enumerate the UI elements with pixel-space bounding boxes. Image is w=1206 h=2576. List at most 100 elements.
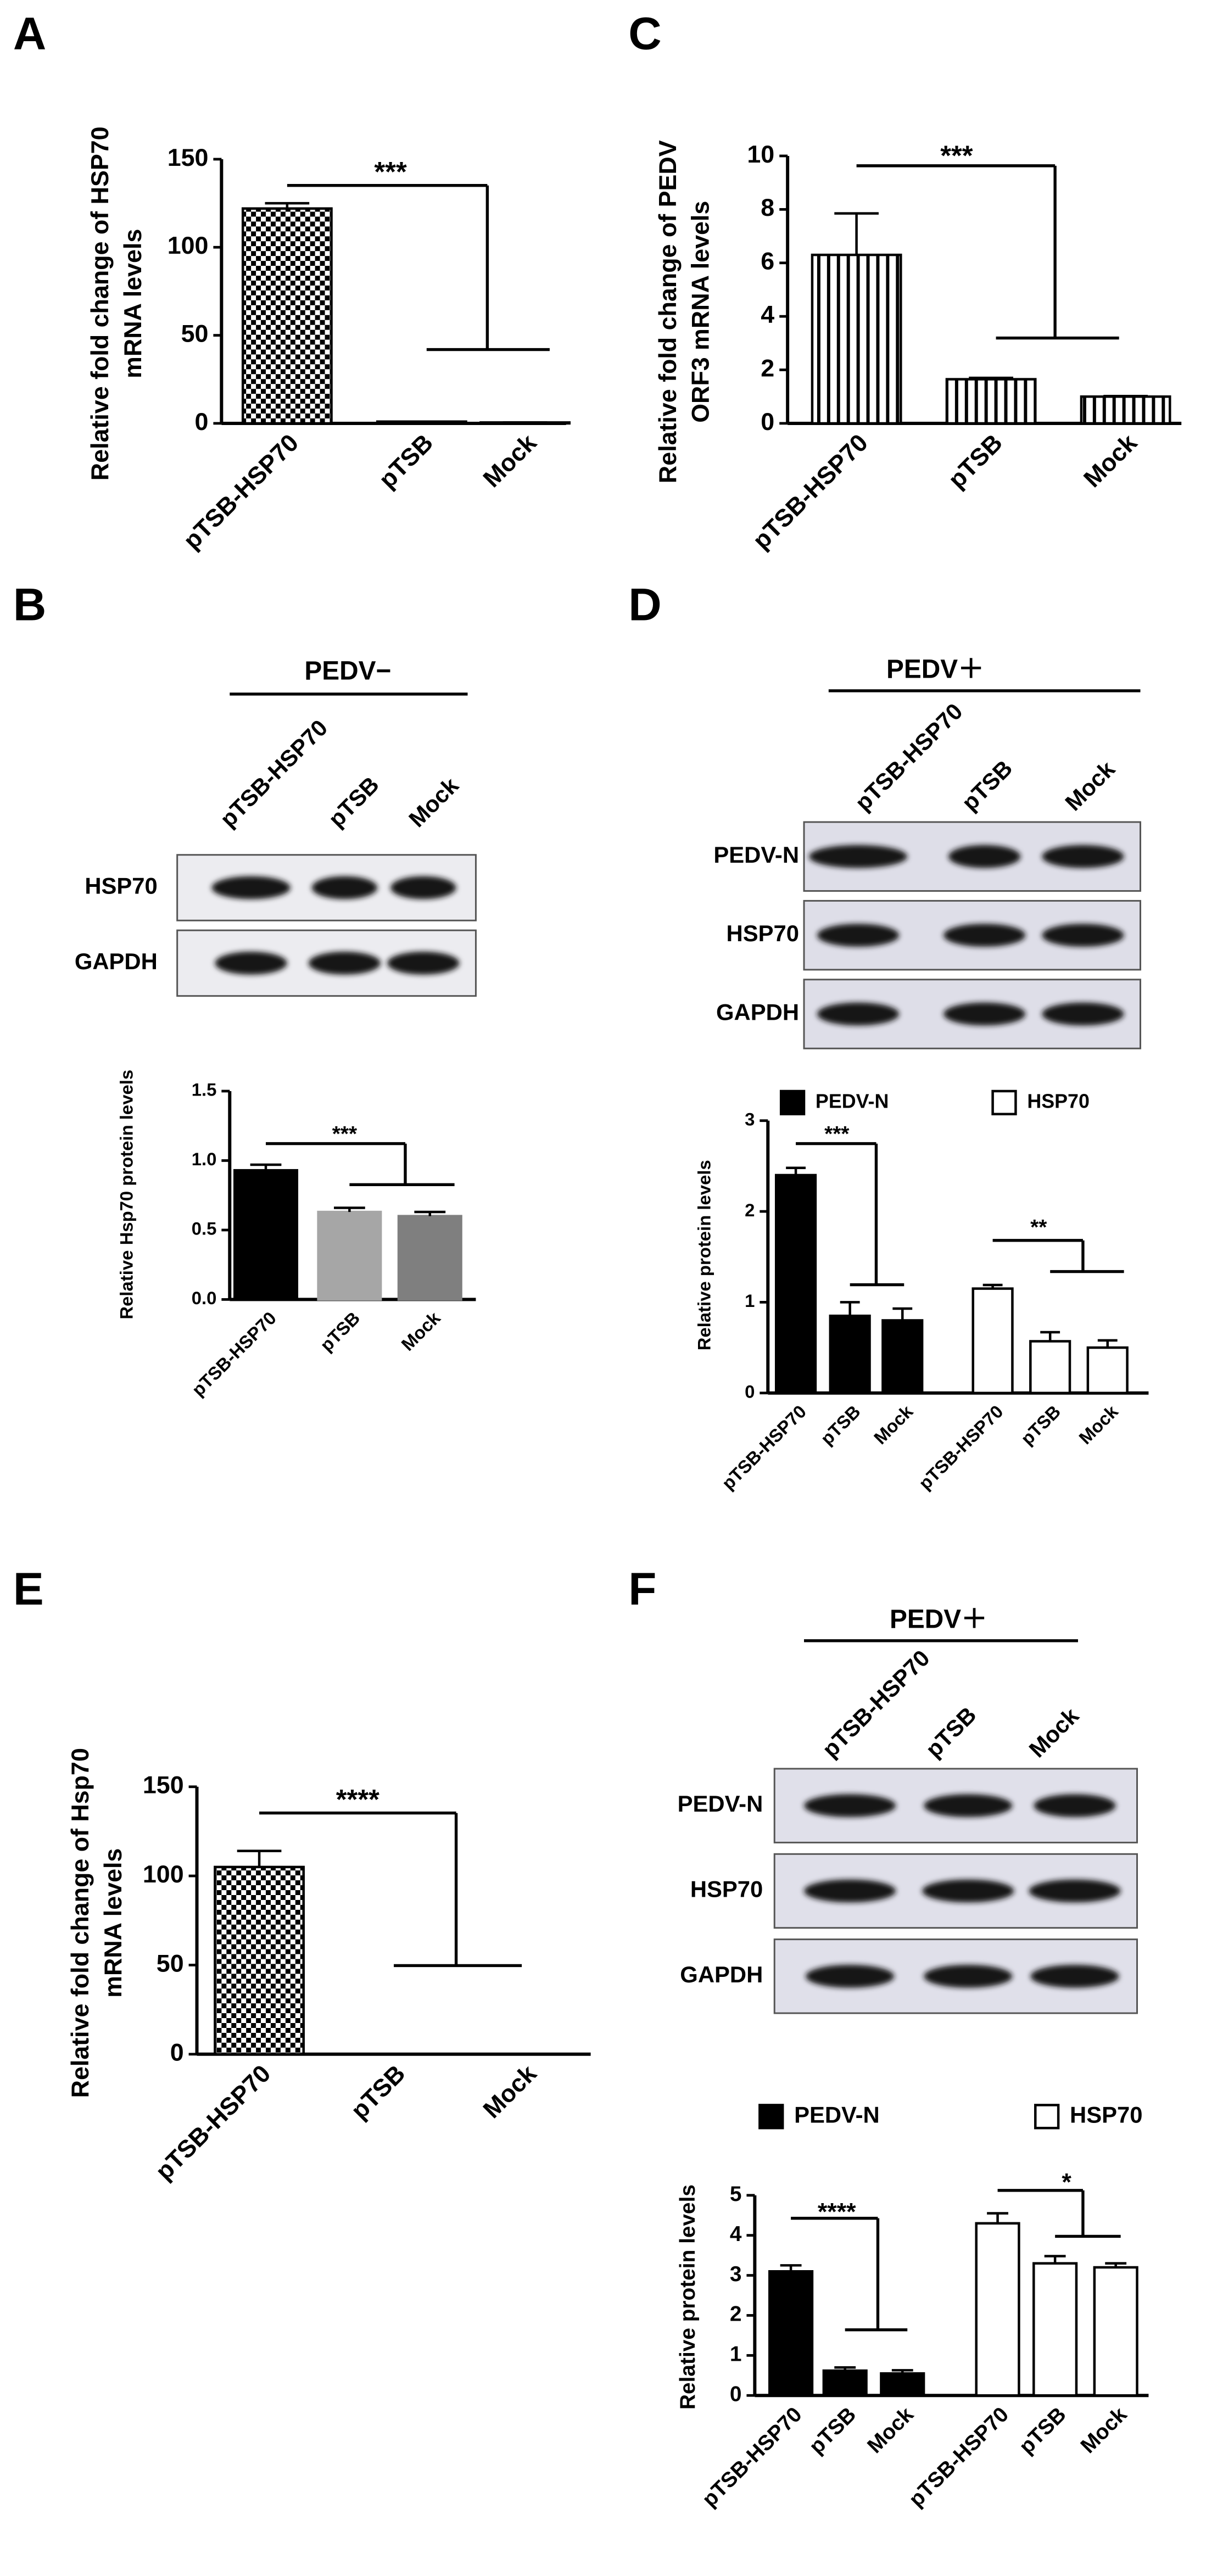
x-tick-label: pTSB-HSP70	[747, 429, 873, 555]
x-tick-label: pTSB-HSP70	[188, 1307, 280, 1400]
bar	[241, 207, 333, 425]
y-tick-label: 100	[143, 1860, 184, 1888]
y-tick-label: 8	[761, 194, 774, 221]
x-tick-label: pTSB-HSP70	[150, 2060, 276, 2186]
y-tick-label: 3	[745, 1109, 755, 1129]
significance: *	[1062, 2169, 1071, 2196]
blot-band	[804, 1794, 896, 1818]
error-bar	[982, 1283, 1003, 1289]
x-tick-label: pTSB	[373, 429, 438, 494]
error-bar	[840, 1301, 860, 1316]
x-tick-label: Mock	[1076, 2402, 1132, 2458]
error-bar	[1105, 2262, 1127, 2267]
significance: ***	[374, 156, 407, 187]
y-tick-label: 10	[747, 141, 774, 168]
x-tick-label: Mock	[1075, 1401, 1122, 1448]
x-tick-label: pTSB-HSP70	[905, 2402, 1013, 2511]
bar	[317, 1210, 382, 1301]
error-bar	[1097, 1339, 1118, 1348]
y-tick-label: 0.0	[192, 1288, 217, 1308]
y-tick-label: 2	[730, 2303, 742, 2326]
bar	[829, 1314, 871, 1394]
bar	[1086, 1346, 1129, 1394]
y-tick-label: 4	[761, 301, 774, 328]
y-tick-label: 1	[730, 2343, 742, 2366]
lane-label: pTSB	[957, 755, 1017, 815]
bar	[945, 378, 1037, 425]
lane-label: Mock	[1024, 1702, 1084, 1762]
panel-label: F	[628, 1563, 656, 1614]
significance: ****	[336, 1784, 379, 1815]
bar	[1032, 2262, 1078, 2397]
legend-label: HSP70	[1070, 2102, 1142, 2127]
y-tick-label: 100	[168, 232, 209, 259]
y-axis-label: mRNA levels	[119, 229, 147, 378]
x-tick-label: Mock	[478, 2060, 541, 2124]
lane-label: Mock	[404, 772, 464, 832]
x-tick-label: pTSB	[943, 429, 1008, 494]
legend-swatch	[1034, 2104, 1060, 2130]
x-tick-label: pTSB	[345, 2060, 410, 2125]
blot-band	[308, 952, 381, 975]
error-bar	[414, 1210, 446, 1216]
error-bar	[334, 1206, 365, 1212]
x-tick-label: Mock	[478, 429, 541, 493]
bar	[233, 1169, 299, 1301]
significance: ***	[940, 139, 973, 171]
significance: **	[1030, 1216, 1047, 1239]
lane-label: pTSB	[323, 772, 384, 832]
blot-band	[1042, 924, 1124, 947]
y-tick-label: 5	[730, 2182, 742, 2206]
bar	[214, 1865, 305, 2056]
blot-band	[311, 876, 378, 899]
error-bar	[834, 212, 879, 255]
y-tick-label: 50	[157, 1949, 184, 1977]
y-axis-label: Relative fold change of PEDV	[654, 140, 682, 483]
row-label: PEDV-N	[678, 1791, 763, 1817]
blot-band	[948, 845, 1021, 868]
y-tick-label: 150	[143, 1772, 184, 1799]
bar	[1093, 2266, 1138, 2397]
bar	[972, 1287, 1014, 1394]
y-tick-label: 1.5	[192, 1080, 217, 1100]
y-tick-label: 2	[761, 354, 774, 382]
lane-label: pTSB-HSP70	[817, 1645, 935, 1762]
bar	[768, 2270, 814, 2397]
y-tick-label: 4	[730, 2222, 742, 2246]
legend-swatch	[991, 1089, 1017, 1116]
bar	[397, 1215, 462, 1301]
x-tick-label: Mock	[397, 1307, 444, 1355]
blot-band	[211, 876, 291, 899]
error-bar	[834, 2366, 856, 2371]
row-label: GAPDH	[716, 999, 799, 1025]
y-tick-label: 0	[745, 1381, 755, 1401]
error-bar	[1040, 1331, 1060, 1342]
row-label: HSP70	[727, 920, 799, 946]
y-axis-label: Relative protein levels	[676, 2184, 700, 2410]
y-tick-label: 3	[730, 2262, 742, 2286]
blot-band	[804, 1879, 896, 1903]
lane-label: pTSB	[920, 1702, 981, 1762]
bar	[1080, 395, 1171, 425]
blot-band	[924, 1964, 1013, 1988]
y-axis-label: Relative fold change of HSP70	[86, 126, 114, 480]
x-tick-label: pTSB-HSP70	[697, 2402, 806, 2511]
error-bar	[969, 376, 1013, 379]
blot-band	[1034, 1794, 1116, 1818]
y-tick-label: 6	[761, 248, 774, 275]
y-tick-label: 0	[730, 2383, 742, 2406]
bar	[774, 1174, 817, 1394]
blot-header: PEDV−	[304, 657, 391, 686]
blot-band	[922, 1879, 1014, 1903]
legend-label: HSP70	[1027, 1090, 1090, 1112]
error-bar	[237, 1849, 282, 1867]
blot-band	[215, 952, 287, 975]
error-bar	[780, 2264, 802, 2272]
legend-swatch	[758, 2104, 784, 2130]
y-tick-label: 0	[761, 408, 774, 435]
error-bar	[892, 1307, 913, 1321]
row-label: PEDV-N	[713, 842, 799, 868]
blot-band	[943, 924, 1026, 947]
legend-swatch	[779, 1089, 806, 1116]
